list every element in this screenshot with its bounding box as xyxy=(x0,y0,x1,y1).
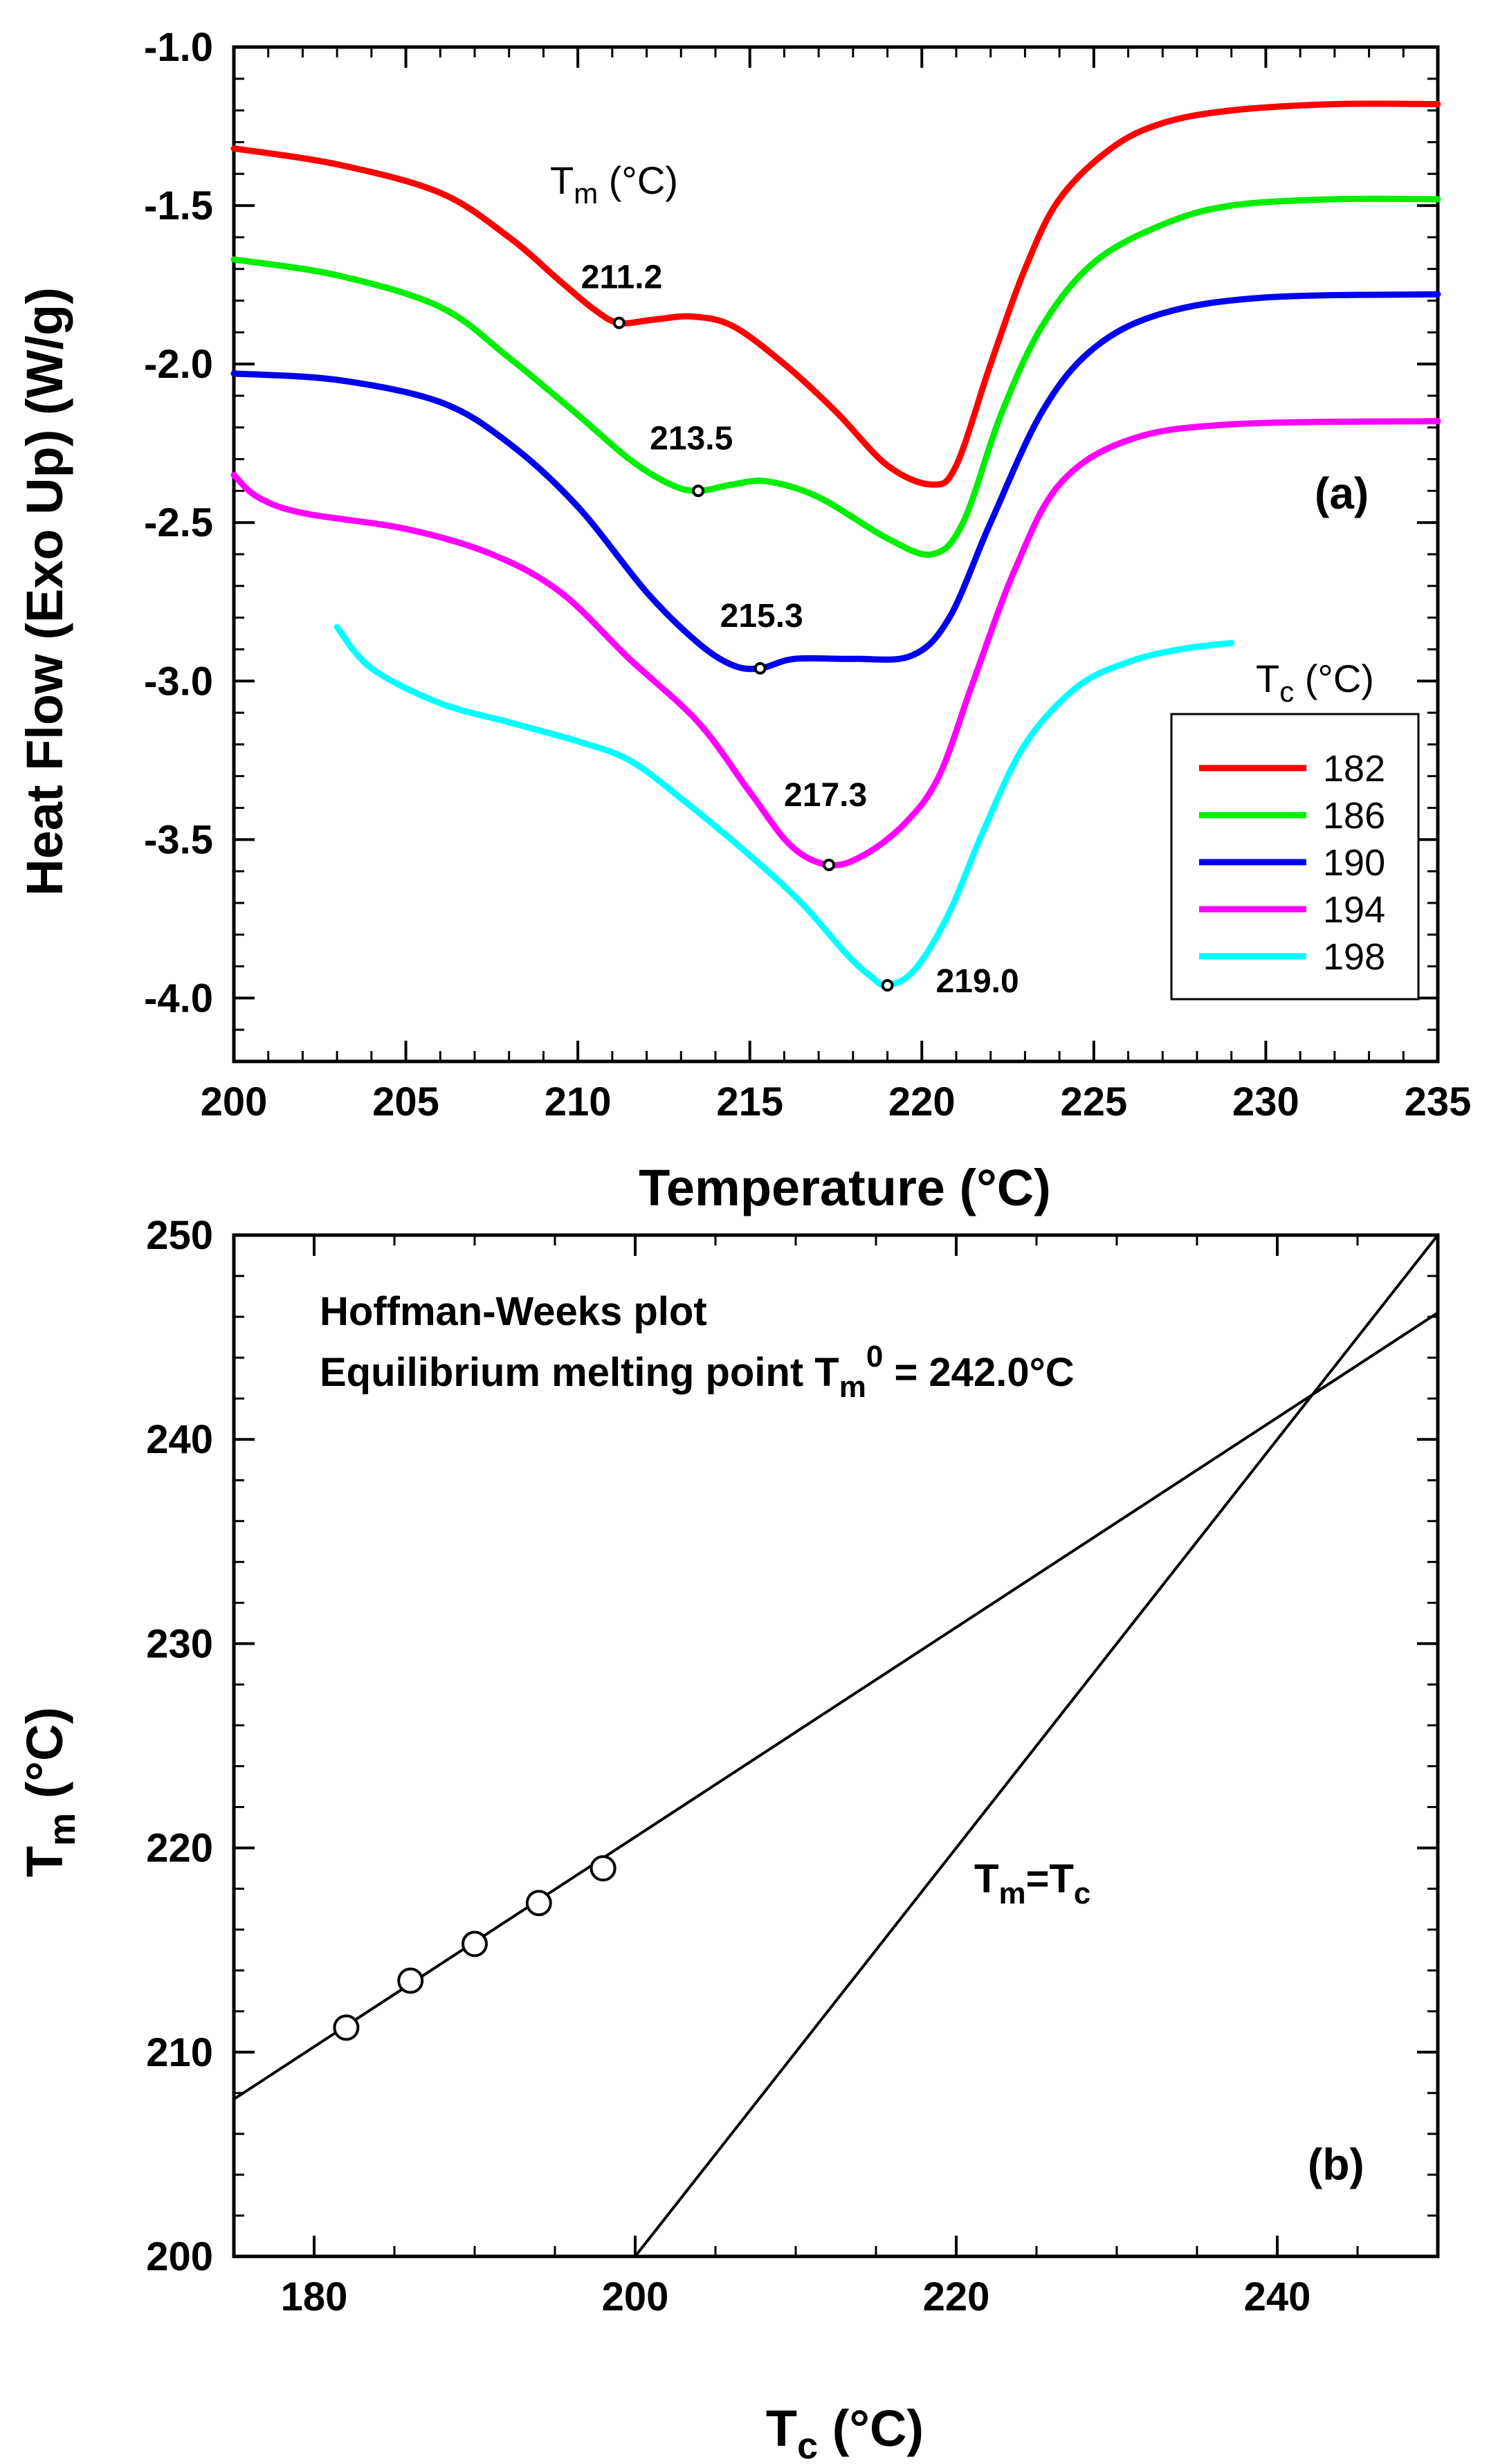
legend-entry: 182 xyxy=(1323,748,1385,790)
data-point xyxy=(462,1931,488,1957)
peak-marker xyxy=(612,316,625,329)
y-tick-label-a: -3.5 xyxy=(144,817,213,862)
equilibrium-label: Equilibrium melting point Tm0 = 242.0°C xyxy=(320,1340,1075,1404)
legend-title: Tc (°C) xyxy=(1256,657,1374,708)
y-tick-label-b: 230 xyxy=(146,1621,213,1666)
tm-header: Tm (°C) xyxy=(550,158,678,210)
x-tick-label-b: 180 xyxy=(281,2274,348,2319)
y-tick-label-a: -2.0 xyxy=(144,342,213,387)
x-tick-label-a: 200 xyxy=(201,1079,268,1124)
y-tick-label-b: 200 xyxy=(146,2234,213,2279)
y-tick-label-b: 250 xyxy=(146,1213,213,1258)
x-tick-label-a: 225 xyxy=(1060,1079,1127,1124)
data-point xyxy=(333,2014,360,2041)
y-tick-label-a: -2.5 xyxy=(144,500,213,545)
y-tick-label-b: 220 xyxy=(146,1826,213,1871)
legend-entry: 190 xyxy=(1323,842,1385,884)
dsc-curve-198 xyxy=(334,623,1235,989)
y-axis-title-a: Heat Flow (Exo Up) (W/g) xyxy=(16,287,73,896)
peak-marker xyxy=(753,661,767,675)
data-point xyxy=(525,1890,552,1917)
fit-lines xyxy=(232,1234,1439,2258)
hoffman-weeks-chart: 180 200 220 240 200 210 220 230 240 250 Hoffman-W… xyxy=(16,1213,1440,2464)
hw-title: Hoffman-Weeks plot xyxy=(320,1289,707,1334)
data-point xyxy=(590,1855,616,1882)
x-tick-label-b: 200 xyxy=(602,2274,669,2319)
peak-markers: 211.2 213.5 215.3 217.3 219.0 xyxy=(581,259,1019,1000)
x-tick-label-a: 235 xyxy=(1405,1079,1472,1124)
peak-label: 219.0 xyxy=(936,963,1019,1000)
y-tick-label-a: -4.0 xyxy=(144,976,213,1021)
axis-ticks-b: 180 200 220 240 200 210 220 230 240 250 xyxy=(146,1213,1438,2319)
x-tick-label-a: 220 xyxy=(888,1079,956,1124)
x-tick-label-b: 240 xyxy=(1244,2274,1311,2319)
data-point xyxy=(397,1967,424,1994)
x-tick-label-b: 220 xyxy=(923,2274,990,2319)
peak-marker xyxy=(823,858,836,871)
peak-marker xyxy=(881,979,894,992)
panel-label-b: (b) xyxy=(1308,2139,1364,2189)
panel-label-a: (a) xyxy=(1315,468,1369,518)
hoffman-weeks-fit-line xyxy=(232,1311,1439,2101)
y-tick-label-a: -1.0 xyxy=(144,25,213,70)
peak-marker xyxy=(692,484,705,498)
y-tick-label-a: -1.5 xyxy=(144,183,213,228)
y-tick-label-b: 210 xyxy=(146,2030,213,2075)
axis-ticks-a: 200 205 210 215 220 225 230 235 -1.0 -1.5 -2.0 -2.5… xyxy=(144,25,1471,1124)
x-tick-label-a: 215 xyxy=(716,1079,783,1124)
x-tick-label-a: 230 xyxy=(1232,1079,1299,1124)
x-tick-label-a: 210 xyxy=(545,1079,612,1124)
x-axis-title-b: Tc (°C) xyxy=(766,2400,924,2464)
y-tick-label-b: 240 xyxy=(146,1417,213,1462)
data-points xyxy=(333,1855,616,2041)
x-tick-label-a: 205 xyxy=(372,1079,439,1124)
legend-entry: 198 xyxy=(1323,936,1385,978)
peak-label: 217.3 xyxy=(784,777,867,814)
dsc-heat-flow-chart: 200 205 210 215 220 225 230 235 -1.0 -1.5 -2.0 -2.5… xyxy=(16,25,1471,1216)
y-tick-label-a: -3.0 xyxy=(144,659,213,704)
dsc-curve-190 xyxy=(230,291,1441,673)
peak-label: 215.3 xyxy=(720,598,803,635)
legend-entry: 186 xyxy=(1323,795,1385,837)
dsc-curve-186 xyxy=(230,195,1441,558)
y-axis-title-b: Tm (°C) xyxy=(16,1707,83,1877)
legend-box xyxy=(1170,713,1420,1001)
peak-label: 211.2 xyxy=(581,259,662,296)
legend-entry: 194 xyxy=(1323,889,1385,931)
dsc-curve-182 xyxy=(230,100,1441,488)
equality-line-label: Tm=Tc xyxy=(974,1856,1090,1910)
legend: 182 186 190 194 198 xyxy=(1170,713,1420,1001)
peak-label: 213.5 xyxy=(650,420,733,457)
x-axis-title-a: Temperature (°C) xyxy=(639,1159,1051,1216)
plot-frame-b xyxy=(232,1233,1440,2258)
tm-equals-tc-line xyxy=(634,1234,1439,2258)
